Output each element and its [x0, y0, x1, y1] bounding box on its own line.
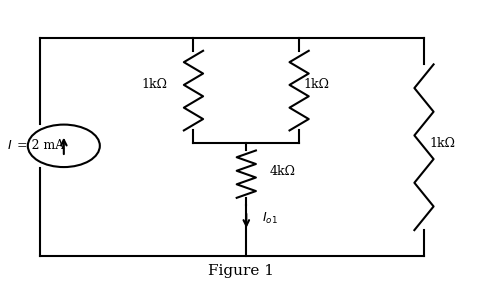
Text: $I$: $I$	[7, 139, 13, 152]
Text: 1kΩ: 1kΩ	[430, 136, 456, 150]
Text: 1kΩ: 1kΩ	[304, 78, 330, 92]
Text: 1kΩ: 1kΩ	[141, 78, 167, 92]
Text: $I_{o1}$: $I_{o1}$	[262, 210, 277, 226]
Text: 4kΩ: 4kΩ	[270, 165, 295, 178]
Text: Figure 1: Figure 1	[209, 263, 274, 277]
Text: = 2 mA: = 2 mA	[17, 139, 65, 152]
